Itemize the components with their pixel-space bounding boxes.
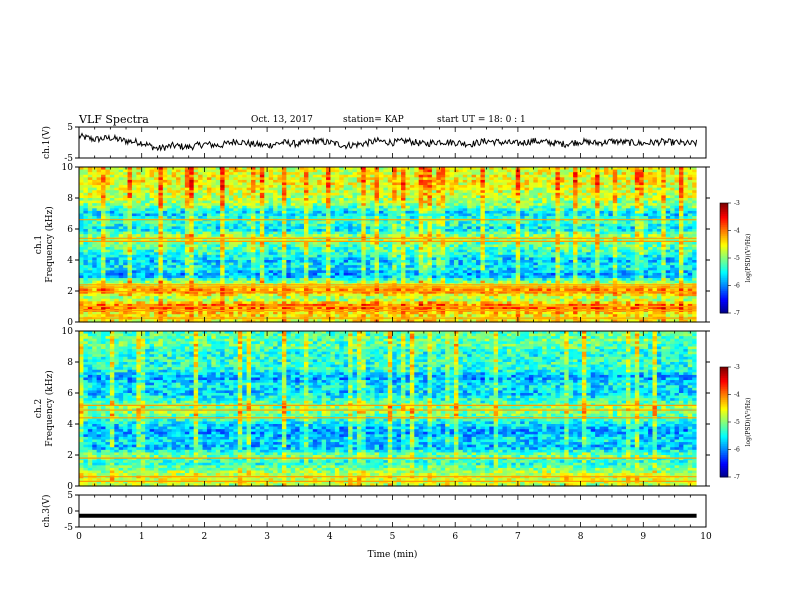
ch1-spectrogram-cells <box>79 167 706 323</box>
figure-start-time: start UT = 18: 0 : 1 <box>437 115 526 125</box>
figure-title: VLF Spectra <box>78 113 149 126</box>
figure-date: Oct. 13, 2017 <box>251 115 313 125</box>
panels-layer <box>79 167 706 487</box>
figure-station: station= KAP <box>343 115 404 125</box>
